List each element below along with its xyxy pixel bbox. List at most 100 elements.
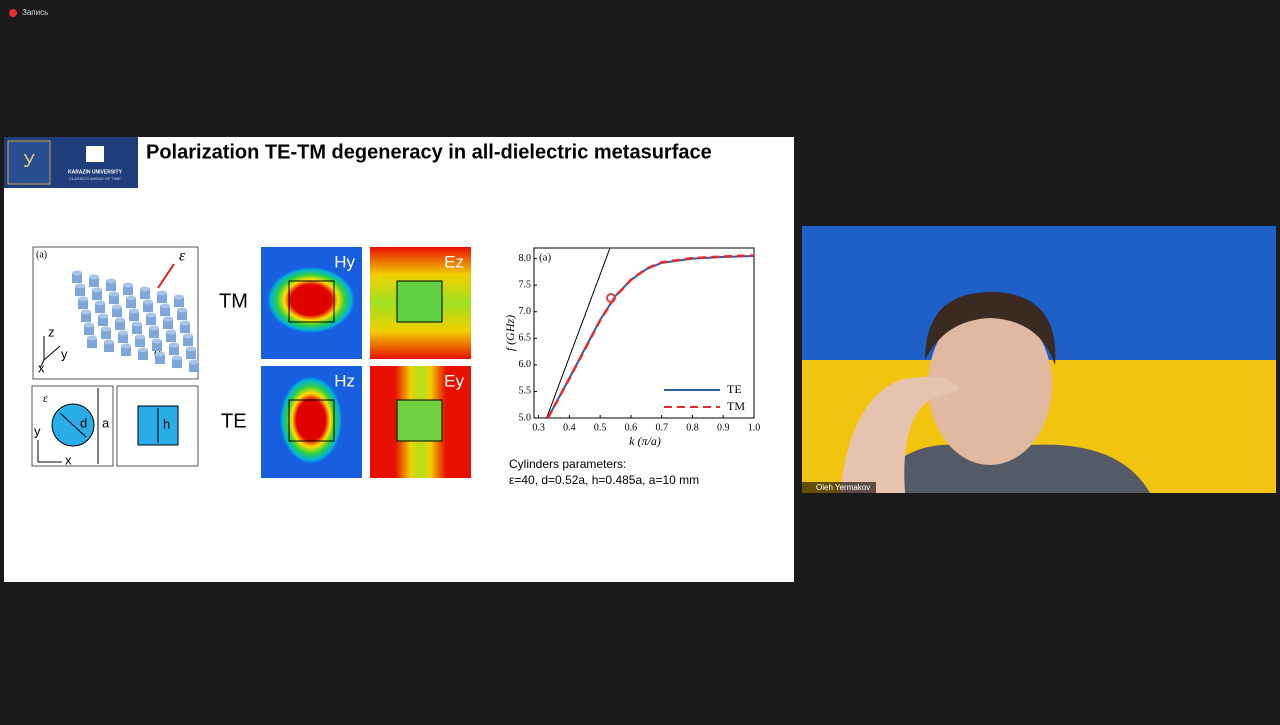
map-label: Ez bbox=[444, 252, 464, 271]
params: ε=40, d=0.52a, h=0.485a, a=10 mm bbox=[509, 473, 699, 487]
cs-x: x bbox=[65, 452, 72, 467]
params-title: Cylinders parameters: bbox=[509, 457, 626, 471]
cylinder bbox=[155, 354, 165, 364]
cylinder-top bbox=[186, 346, 196, 352]
cylinder-top bbox=[112, 304, 122, 310]
slide-title: Polarization TE-TM degeneracy in all-die… bbox=[146, 141, 712, 163]
hand bbox=[840, 376, 960, 493]
cylinder-top bbox=[126, 295, 136, 301]
cylinder-top bbox=[109, 291, 119, 297]
face bbox=[928, 305, 1052, 465]
cs-axes bbox=[37, 440, 62, 463]
y-tick-label: 7.5 bbox=[519, 279, 532, 290]
cylinder bbox=[183, 336, 193, 346]
x-tick-label: 1.0 bbox=[748, 422, 761, 433]
x-tick-label: 0.3 bbox=[532, 422, 545, 433]
cylinder bbox=[92, 290, 102, 300]
cylinder-top bbox=[89, 274, 99, 280]
row-label: TM bbox=[219, 290, 248, 312]
epsilon-label: ε bbox=[179, 248, 186, 265]
cylinder-top bbox=[149, 325, 159, 331]
crest-mark: У bbox=[23, 151, 35, 171]
panel-label: (a) bbox=[539, 252, 552, 264]
participant-name: Oleh Yermakov bbox=[816, 483, 870, 492]
y-tick-label: 6.5 bbox=[519, 333, 532, 344]
legend-label: TE bbox=[727, 382, 742, 396]
cylinder-top bbox=[118, 330, 128, 336]
y-tick-label: 7.0 bbox=[519, 306, 532, 317]
cylinder bbox=[163, 319, 173, 329]
cylinder bbox=[177, 310, 187, 320]
cylinder-top bbox=[104, 339, 114, 345]
cylinder-top bbox=[101, 326, 111, 332]
cylinder bbox=[135, 337, 145, 347]
cylinder bbox=[78, 299, 88, 309]
cylinder bbox=[75, 286, 85, 296]
y-tick-label: 5.5 bbox=[519, 386, 532, 397]
cylinder bbox=[87, 338, 97, 348]
cylinder bbox=[160, 306, 170, 316]
series-line bbox=[546, 254, 755, 419]
cylinder bbox=[72, 273, 82, 283]
cylinder-top bbox=[183, 333, 193, 339]
dispersion-plot: (a) k (π/a) f (GHz) 0.3 0.4 0.5 0.6 0.7 0.8 0.… bbox=[503, 247, 761, 448]
light-line bbox=[546, 247, 611, 419]
row-label: TE bbox=[221, 410, 247, 432]
cylinder-top bbox=[106, 278, 116, 284]
cylinder-top bbox=[135, 334, 145, 340]
map-label: Ey bbox=[444, 371, 464, 390]
cylinder-top bbox=[146, 312, 156, 318]
cylinder-top bbox=[189, 359, 199, 365]
legend-label: TM bbox=[727, 399, 745, 413]
axes-arrows bbox=[39, 336, 61, 369]
map-label: Hy bbox=[334, 252, 355, 271]
recording-label: Запись bbox=[22, 8, 48, 17]
cylinder-top bbox=[174, 294, 184, 300]
cs-d: d bbox=[80, 415, 87, 430]
cylinder bbox=[180, 323, 190, 333]
cylinder bbox=[166, 332, 176, 342]
cylinder-top bbox=[152, 338, 162, 344]
cylinder-top bbox=[87, 335, 97, 341]
cs-h: h bbox=[163, 416, 170, 431]
cylinder bbox=[112, 307, 122, 317]
pointer-line bbox=[157, 263, 175, 289]
cylinder bbox=[138, 350, 148, 360]
record-dot bbox=[9, 9, 17, 17]
cylinder bbox=[132, 324, 142, 334]
cylinder bbox=[123, 285, 133, 295]
cylinder bbox=[95, 303, 105, 313]
cylinder bbox=[84, 325, 94, 335]
cylinder-top bbox=[72, 270, 82, 276]
cylinder bbox=[109, 294, 119, 304]
x-tick-label: 0.7 bbox=[655, 422, 668, 433]
cs-epsilon: ε bbox=[43, 391, 48, 405]
cylinder-top bbox=[169, 342, 179, 348]
cylinder bbox=[143, 302, 153, 312]
cylinder-top bbox=[155, 351, 165, 357]
cylinder bbox=[81, 312, 91, 322]
axis-z: z bbox=[48, 324, 55, 339]
logo-icon bbox=[86, 146, 104, 162]
cylinder-top bbox=[75, 283, 85, 289]
cylinder bbox=[172, 358, 182, 368]
x-tick-label: 0.9 bbox=[717, 422, 730, 433]
cylinder bbox=[126, 298, 136, 308]
x-axis-label: k (π/a) bbox=[629, 434, 661, 448]
cylinder-top bbox=[98, 313, 108, 319]
x-tick-label: 0.5 bbox=[594, 422, 607, 433]
cylinder bbox=[169, 345, 179, 355]
x-tick-label: 0.6 bbox=[625, 422, 638, 433]
cylinder-top bbox=[123, 282, 133, 288]
cylinder-top bbox=[143, 299, 153, 305]
x-tick-label: 0.8 bbox=[686, 422, 699, 433]
logo-name: KARAZIN UNIVERSITY bbox=[68, 169, 123, 175]
cylinder-top bbox=[163, 316, 173, 322]
cylinder bbox=[106, 281, 116, 291]
cylinder-top bbox=[132, 321, 142, 327]
shirt bbox=[870, 444, 1150, 493]
hz-hotspot bbox=[279, 375, 343, 465]
cylinder-top bbox=[172, 355, 182, 361]
cylinder-top bbox=[81, 309, 91, 315]
